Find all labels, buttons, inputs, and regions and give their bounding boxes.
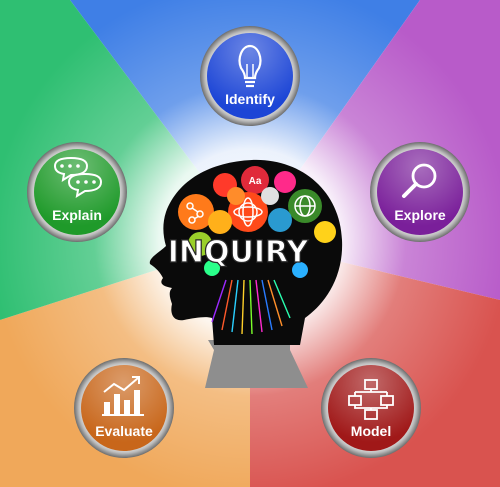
bubble-drop-icon — [292, 262, 308, 278]
bubble-computer-icon — [261, 187, 279, 205]
brain-wires — [211, 279, 291, 335]
stage-label-explain: Explain — [52, 207, 102, 223]
stage-badge-evaluate[interactable]: Evaluate — [74, 358, 174, 458]
stage-label-identify: Identify — [225, 91, 275, 107]
stage-label-evaluate: Evaluate — [95, 423, 153, 439]
badge-shine — [207, 33, 293, 119]
stage-label-model: Model — [351, 423, 391, 439]
bubble-calculator-icon — [188, 232, 212, 256]
bubble-lab-icon — [314, 221, 336, 243]
bubble-molecule-icon — [178, 194, 214, 230]
bubble-small-icon — [227, 187, 245, 205]
inquiry-title: INQUIRY — [168, 235, 310, 270]
badge-shine — [377, 149, 463, 235]
speech-bubbles-icon — [53, 156, 103, 199]
stage-badge-explore[interactable]: Explore — [370, 142, 470, 242]
stage-badge-model[interactable]: Model — [321, 358, 421, 458]
lightbulb-icon — [238, 44, 262, 88]
bubble-leaf-icon — [204, 260, 220, 276]
stage-badge-identify[interactable]: Identify — [200, 26, 300, 126]
bar-chart-icon — [102, 376, 144, 416]
magnifier-icon — [402, 163, 437, 198]
stage-badge-explain[interactable]: Explain — [27, 142, 127, 242]
flowchart-icon — [348, 379, 394, 420]
bubble-gear-icon — [208, 210, 232, 234]
stage-badges: Identify Explore Model Evaluate Explain — [27, 26, 470, 458]
bubble-text-icon — [241, 166, 269, 194]
neck-shape — [205, 340, 308, 388]
bubble-book-icon — [268, 208, 292, 232]
bubble-magnet-icon — [274, 171, 296, 193]
bubble-text-label: Aa — [249, 176, 262, 187]
stage-label-explore: Explore — [394, 207, 446, 223]
brain-bubbles: Aa — [178, 166, 336, 278]
